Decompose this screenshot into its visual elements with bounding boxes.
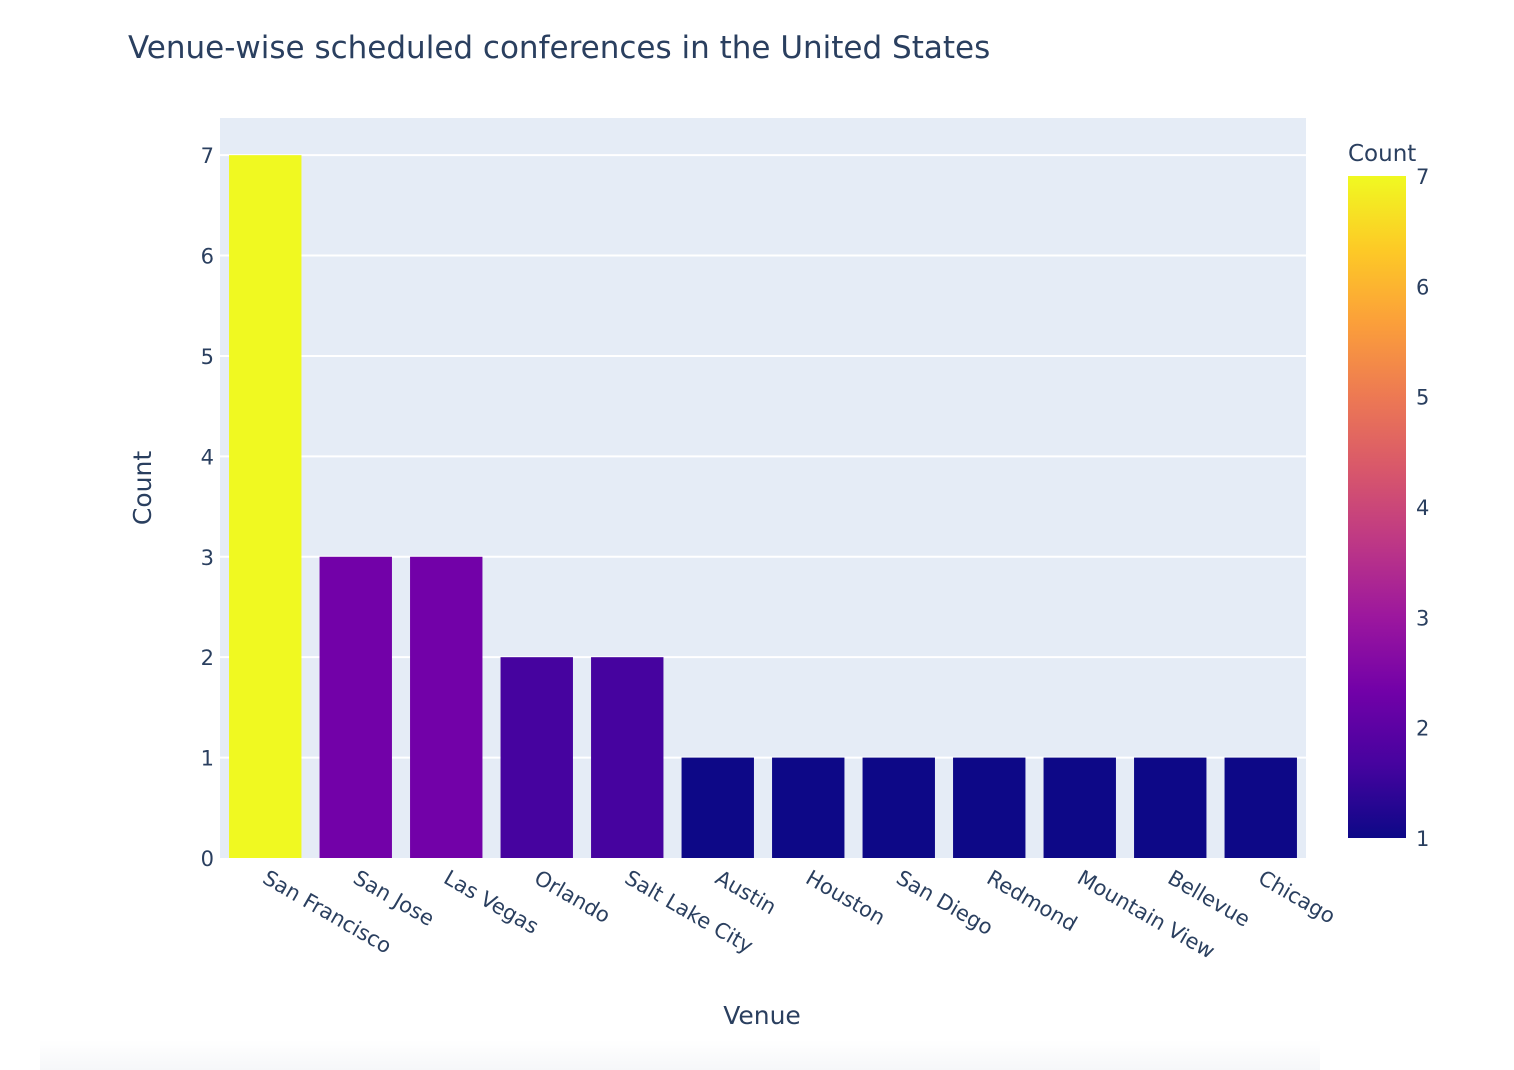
- y-tick-label: 3: [201, 546, 214, 570]
- x-axis-title: Venue: [723, 1001, 801, 1030]
- y-axis-ticks: 0 1 2 3 4 5 6 7: [201, 144, 214, 871]
- colorbar-tick-label: 7: [1416, 165, 1429, 189]
- y-axis-title: Count: [128, 451, 157, 525]
- x-tick-label: Las Vegas: [440, 866, 543, 939]
- colorbar-tick-label: 3: [1416, 606, 1429, 630]
- bar: [1043, 757, 1116, 858]
- bar: [772, 757, 845, 858]
- colorbar-tick-label: 4: [1416, 496, 1429, 520]
- x-tick-label: Orlando: [530, 866, 614, 928]
- colorbar-gradient: [1348, 176, 1406, 838]
- y-tick-label: 1: [201, 747, 214, 771]
- bar: [229, 155, 302, 858]
- colorbar-ticks: 1 2 3 4 5 6 7: [1416, 165, 1429, 851]
- bar: [1224, 757, 1297, 858]
- grid-lines: [220, 154, 1306, 759]
- colorbar-tick-label: 5: [1416, 386, 1429, 410]
- bar: [319, 556, 392, 858]
- bar: [953, 757, 1026, 858]
- y-tick-label: 5: [201, 345, 214, 369]
- bar: [500, 657, 573, 858]
- colorbar-title: Count: [1348, 141, 1416, 167]
- y-tick-label: 6: [201, 245, 214, 269]
- bar: [862, 757, 935, 858]
- bar: [681, 757, 754, 858]
- colorbar-tick-label: 2: [1416, 717, 1429, 741]
- bars: [229, 155, 1297, 858]
- bottom-shadow: [40, 1040, 1320, 1070]
- x-tick-label: Austin: [711, 866, 780, 920]
- y-tick-label: 2: [201, 646, 214, 670]
- bar: [1134, 757, 1207, 858]
- x-tick-label: Chicago: [1254, 866, 1339, 929]
- y-tick-label: 0: [201, 847, 214, 871]
- x-tick-label: Houston: [802, 866, 890, 930]
- x-tick-label: San Diego: [892, 866, 997, 940]
- colorbar-tick-label: 1: [1416, 827, 1429, 851]
- plot-area: [220, 118, 1306, 858]
- colorbar: Count 1 2 3 4 5 6 7: [1348, 141, 1429, 851]
- y-tick-label: 7: [201, 144, 214, 168]
- y-tick-label: 4: [201, 445, 214, 469]
- x-tick-label: Redmond: [983, 866, 1081, 937]
- colorbar-tick-label: 6: [1416, 275, 1429, 299]
- bar: [591, 657, 664, 858]
- chart-title: Venue-wise scheduled conferences in the …: [128, 30, 990, 66]
- bar: [410, 556, 483, 858]
